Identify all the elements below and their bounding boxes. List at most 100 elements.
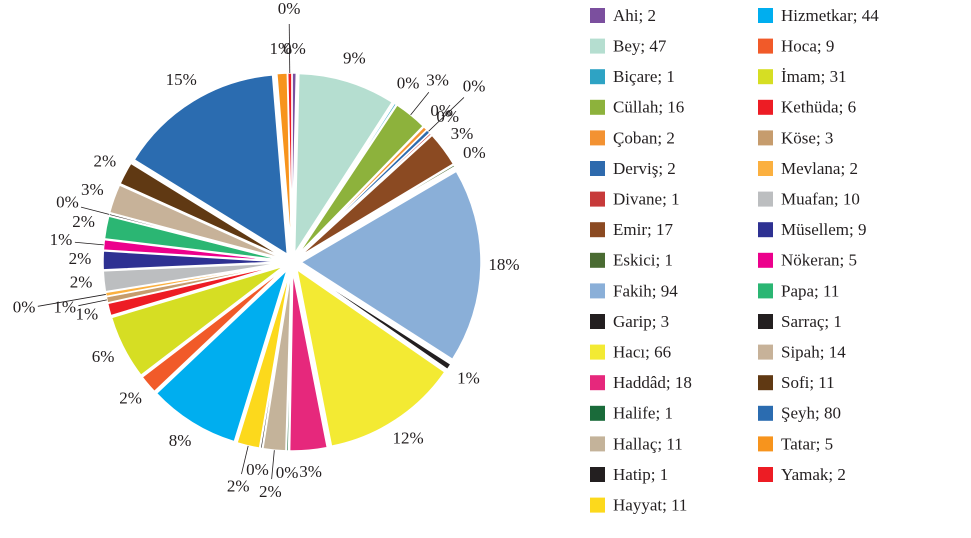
pie-slice	[299, 170, 482, 361]
leader-line	[428, 97, 465, 132]
legend-swatch	[758, 38, 773, 54]
data-label: 1%	[53, 297, 76, 316]
legend-swatch	[758, 161, 773, 176]
data-label: 0%	[436, 107, 459, 126]
data-label: 3%	[426, 70, 449, 89]
pie-slice	[298, 134, 455, 258]
legend-label: Sipah; 14	[781, 343, 846, 362]
legend-swatch	[758, 283, 773, 299]
data-label: 0%	[463, 143, 486, 162]
legend-label: Halife; 1	[613, 404, 673, 423]
legend-swatch	[590, 130, 605, 146]
legend-label: Hayyat; 11	[613, 496, 687, 515]
data-label: 3%	[81, 180, 104, 199]
legend-swatch	[758, 69, 773, 85]
legend-label: Köse; 3	[781, 128, 833, 147]
legend-label: Eskici; 1	[613, 251, 673, 270]
legend-label: Muafan; 10	[781, 190, 860, 209]
legend-label: Hallaç; 11	[613, 434, 683, 453]
data-label: 15%	[166, 70, 197, 89]
data-label: 2%	[93, 151, 116, 170]
leader-line	[80, 206, 110, 215]
pie-slice	[236, 270, 291, 450]
data-label: 3%	[299, 462, 322, 481]
legend-swatch	[590, 191, 605, 207]
leader-line	[271, 450, 275, 480]
legend-label: Garip; 3	[613, 312, 669, 331]
data-label: 6%	[92, 347, 115, 366]
data-label: 0%	[278, 0, 301, 18]
legend-label: Hoca; 9	[781, 37, 834, 56]
pie-slice	[297, 103, 425, 256]
data-label: 2%	[119, 388, 142, 407]
legend-label: Haddâd; 18	[613, 373, 692, 392]
legend-label: Biçare; 1	[613, 67, 675, 86]
data-label: 0%	[283, 39, 306, 58]
legend-swatch	[590, 161, 605, 176]
data-label: 18%	[488, 255, 519, 274]
data-label: 8%	[169, 431, 192, 450]
data-label: 2%	[227, 477, 250, 496]
leader-line	[410, 92, 430, 116]
data-label: 0%	[430, 101, 453, 120]
data-label: 1%	[270, 39, 293, 58]
legend-label: Emir; 17	[613, 220, 673, 239]
legend-label: İmam; 31	[781, 67, 847, 86]
data-label: 0%	[246, 460, 269, 479]
legend-swatch	[590, 8, 605, 23]
pie-slice	[155, 267, 289, 443]
leader-line	[74, 241, 104, 246]
legend-label: Sarraç; 1	[781, 312, 842, 331]
legend-swatch	[758, 375, 773, 391]
legend-swatch	[758, 191, 773, 207]
leader-line	[37, 294, 106, 307]
data-label: 1%	[75, 304, 98, 323]
legend-swatch	[590, 405, 605, 421]
legend-swatch	[590, 69, 605, 85]
legend-label: Hizmetkar; 44	[781, 6, 879, 25]
data-label: 1%	[50, 230, 73, 249]
legend-label: Hacı; 66	[613, 343, 671, 362]
data-label: 9%	[343, 48, 366, 67]
legend-swatch	[590, 314, 605, 329]
data-label: 2%	[259, 482, 282, 501]
legend-swatch	[758, 99, 773, 115]
data-label: 0%	[276, 463, 299, 482]
legend-swatch	[758, 130, 773, 146]
legend-swatch	[758, 344, 773, 360]
leader-line	[241, 445, 249, 475]
legend-label: Derviş; 2	[613, 159, 676, 178]
pie-slice	[296, 102, 398, 255]
legend-swatch	[758, 8, 773, 23]
legend-swatch	[758, 405, 773, 421]
data-label: 12%	[392, 428, 423, 447]
legend-swatch	[590, 38, 605, 54]
legend-label: Hatip; 1	[613, 465, 668, 484]
legend-swatch	[590, 497, 605, 513]
pie-slice	[110, 265, 285, 377]
legend-swatch	[590, 222, 605, 238]
pie-slice	[295, 267, 446, 448]
leader-line	[288, 24, 291, 74]
pie-slice	[298, 131, 433, 257]
legend-label: Müsellem; 9	[781, 220, 866, 239]
legend-label: Papa; 11	[781, 281, 839, 300]
pie-slice	[288, 270, 329, 452]
pie-slice	[119, 162, 285, 259]
legend-swatch	[590, 99, 605, 115]
pie-slice	[299, 266, 453, 371]
legend-label: Sofi; 11	[781, 373, 835, 392]
legend-swatch	[758, 222, 773, 238]
data-label: 0%	[463, 77, 486, 96]
legend-label: Cüllah; 16	[613, 98, 684, 117]
data-label: 2%	[70, 273, 93, 292]
legend-label: Divane; 1	[613, 190, 680, 209]
pie-slice	[102, 262, 284, 293]
pie-slice	[293, 72, 394, 257]
legend-swatch	[590, 344, 605, 360]
legend-swatch	[758, 252, 773, 268]
legend-label: Tatar; 5	[781, 434, 833, 453]
legend-swatch	[758, 314, 773, 329]
legend-swatch	[590, 283, 605, 299]
